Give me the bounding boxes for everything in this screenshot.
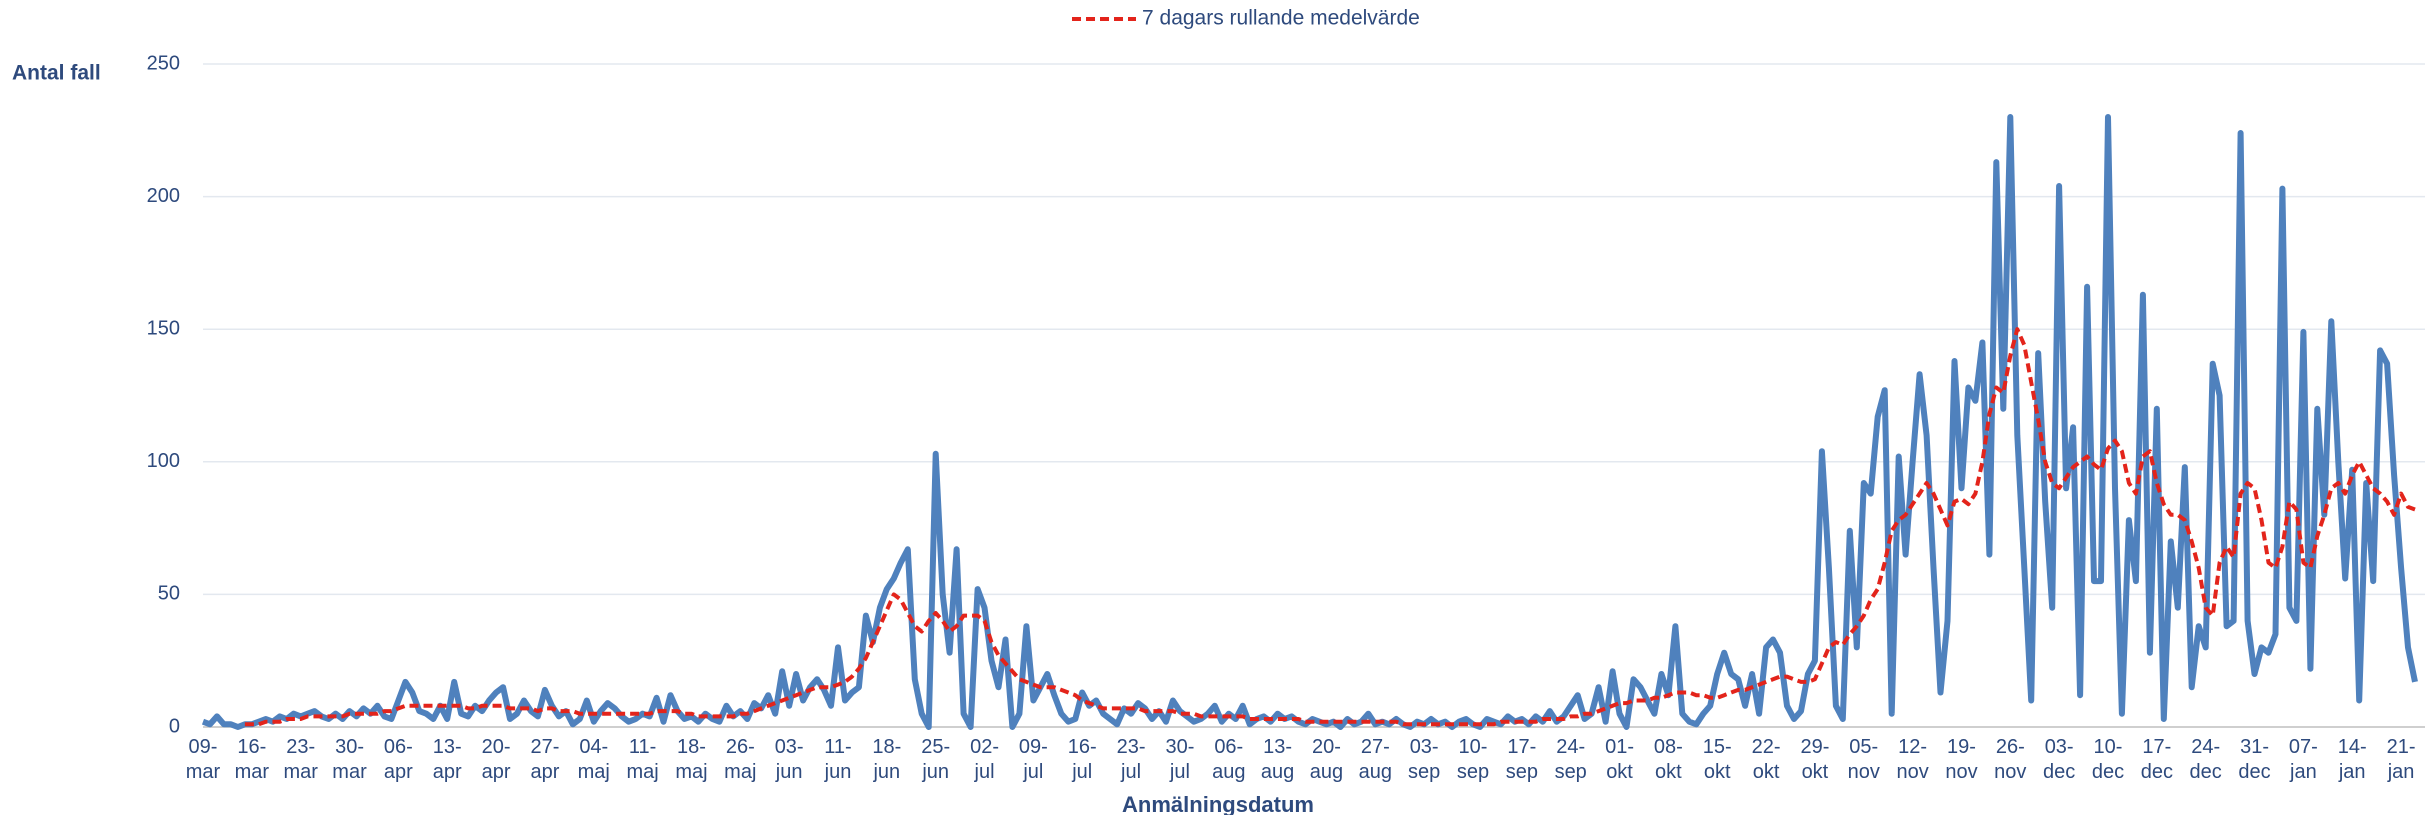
x-tick-label: 26-maj: [724, 736, 757, 783]
x-tick-label: 02-jul: [970, 736, 999, 783]
x-tick-label: 16-mar: [234, 736, 270, 783]
y-tick-label: 150: [147, 317, 180, 339]
x-tick-label: 26-nov: [1994, 736, 2027, 783]
y-tick-label: 250: [147, 52, 180, 74]
x-tick-label: 30-mar: [332, 736, 367, 783]
series-line: [201, 114, 2418, 730]
x-tick-label: 17-dec: [2140, 736, 2173, 783]
x-tick-label: 13-aug: [1260, 736, 1295, 783]
x-tick-label: 27-aug: [1358, 736, 1392, 783]
x-tick-label: 25-jun: [921, 736, 951, 783]
x-tick-label: 05-nov: [1847, 736, 1880, 783]
series-line: [244, 327, 2416, 727]
x-tick-label: 16-jul: [1067, 736, 1097, 783]
x-tick-label: 03-jun: [774, 736, 804, 783]
x-tick-label: 07-jan: [2288, 736, 2318, 783]
x-tick-label: 15-okt: [1702, 736, 1732, 783]
x-tick-label: 09-jul: [1018, 736, 1048, 783]
x-tick-label: 04-maj: [577, 736, 610, 783]
x-tick-label: 20-aug: [1309, 736, 1344, 783]
x-tick-label: 13-apr: [432, 736, 462, 783]
x-tick-label: 18-maj: [675, 736, 708, 783]
y-tick-label: 50: [158, 583, 180, 605]
x-tick-label: 06-aug: [1212, 736, 1246, 783]
x-tick-label: 18-jun: [872, 736, 902, 783]
x-tick-label: 14-jan: [2337, 736, 2367, 783]
x-tick-label: 09-mar: [185, 736, 221, 783]
legend-label: 7 dagars rullande medelvärde: [1142, 7, 1420, 30]
x-tick-label: 30-jul: [1165, 736, 1195, 783]
x-tick-label: 24-dec: [2189, 736, 2222, 783]
x-tick-label: 31-dec: [2238, 736, 2271, 783]
x-tick-label: 01-okt: [1605, 736, 1634, 783]
x-tick-label: 24-sep: [1554, 736, 1587, 783]
y-tick-label: 0: [169, 715, 180, 737]
x-tick-label: 27-apr: [530, 736, 560, 783]
x-tick-label: 22-okt: [1751, 736, 1781, 783]
x-tick-label: 11-maj: [626, 736, 659, 783]
x-tick-label: 23-mar: [283, 736, 318, 783]
x-tick-label: 11-jun: [824, 736, 852, 783]
x-tick-label: 17-sep: [1505, 736, 1538, 783]
x-tick-label: 29-okt: [1800, 736, 1830, 783]
y-tick-label: 200: [147, 185, 180, 207]
x-tick-label: 23-jul: [1116, 736, 1146, 783]
x-tick-label: 03-dec: [2043, 736, 2076, 783]
x-tick-label: 12-nov: [1896, 736, 1929, 783]
x-axis-label: Anmälningsdatum: [1122, 792, 1314, 815]
y-tick-label: 100: [147, 450, 180, 472]
x-tick-label: 10-sep: [1456, 736, 1490, 783]
x-tick-label: 10-dec: [2091, 736, 2125, 783]
x-tick-label: 20-apr: [481, 736, 511, 783]
x-tick-label: 06-apr: [383, 736, 413, 783]
x-tick-label: 19-nov: [1945, 736, 1978, 783]
x-tick-label: 08-okt: [1653, 736, 1683, 783]
x-tick-label: 03-sep: [1408, 736, 1441, 783]
y-axis-label: Antal fall: [12, 62, 101, 85]
x-tick-label: 21-jan: [2386, 736, 2416, 783]
